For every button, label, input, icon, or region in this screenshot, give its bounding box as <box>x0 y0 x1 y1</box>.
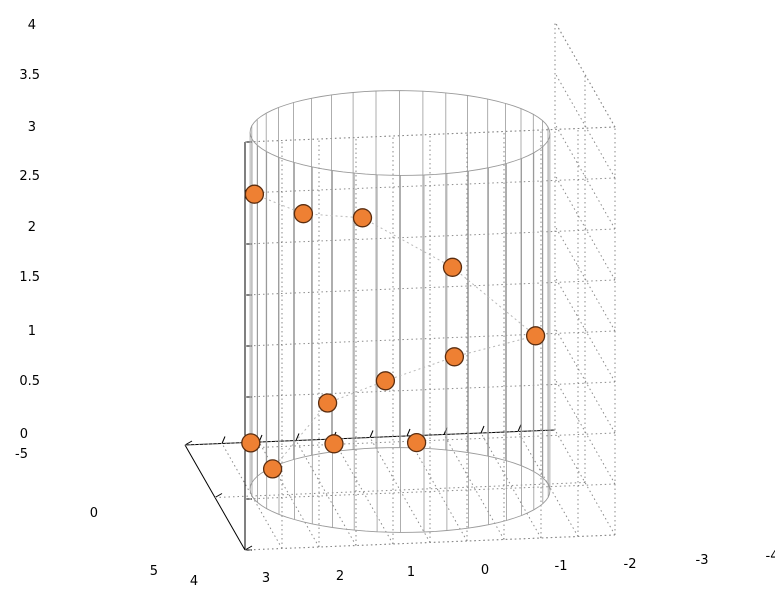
x-tick-label: 3 <box>262 571 270 586</box>
y-tick-label: -5 <box>15 447 28 462</box>
data-point <box>262 459 283 479</box>
cylinder-top-ring <box>249 90 551 176</box>
x-tick-label: 2 <box>336 569 344 584</box>
gridline <box>258 441 320 548</box>
data-point <box>244 184 265 204</box>
x-axis-tick-labels: 4 3 2 1 0 -1 -2 -3 -4 <box>190 549 775 589</box>
y-tick <box>244 545 253 551</box>
x-tick <box>517 424 522 432</box>
z-axis-tick-labels: 0 0.5 1 1.5 2 2.5 3 3.5 4 <box>19 18 40 442</box>
y-tick <box>214 493 223 498</box>
z-tick-label: 1.5 <box>19 270 40 285</box>
x-tick-label: -3 <box>696 553 709 568</box>
x-tick-label: 4 <box>190 574 198 589</box>
x-tick-label: -1 <box>555 559 568 574</box>
x-tick <box>221 436 226 444</box>
z-tick-label: 4 <box>28 18 36 33</box>
gridline <box>554 174 616 281</box>
gridline <box>184 429 556 446</box>
gridline <box>554 327 616 434</box>
y-tick <box>184 440 193 446</box>
z-tick-label: 3.5 <box>19 68 40 83</box>
gridline <box>244 126 616 143</box>
trajectory-segment <box>452 266 536 337</box>
x-tick-label: 0 <box>481 563 489 578</box>
gridline <box>332 438 394 545</box>
data-point <box>406 432 427 453</box>
x-tick <box>480 425 485 434</box>
y-axis-tick-labels: -5 0 5 <box>15 447 158 579</box>
z-tick-label: 1 <box>28 324 36 339</box>
x-tick <box>295 433 300 441</box>
gridline <box>480 432 542 539</box>
cylinder-wireframe <box>249 90 551 533</box>
data-point <box>352 208 373 228</box>
gridline <box>244 279 616 296</box>
trajectory-lines <box>254 193 536 470</box>
gridline <box>244 534 616 551</box>
z-tick-label: 0.5 <box>19 374 40 389</box>
data-point <box>293 204 314 224</box>
z-tick-label: 2 <box>28 220 36 235</box>
trajectory-segment <box>254 193 304 215</box>
data-point <box>317 393 338 413</box>
z-tick-label: 3 <box>28 120 36 135</box>
axes-box <box>184 141 556 551</box>
x-tick-label: -4 <box>766 549 775 564</box>
data-point <box>241 433 261 453</box>
data-point <box>525 326 546 346</box>
gridline <box>244 432 616 449</box>
z-tick-label: 0 <box>20 427 28 442</box>
data-points <box>241 184 546 479</box>
trajectory-segment <box>385 356 455 382</box>
x-tick-label: 1 <box>407 565 415 580</box>
y-tick-label: 5 <box>150 564 158 579</box>
data-point <box>324 434 344 454</box>
trajectory-segment <box>362 217 453 268</box>
gridlines <box>184 21 616 551</box>
x-tick-label: -2 <box>624 557 637 572</box>
data-point <box>442 257 463 277</box>
x-tick <box>369 430 374 438</box>
trajectory-segment <box>327 380 386 404</box>
trajectory-segment <box>272 402 328 470</box>
data-point <box>444 347 465 367</box>
data-point <box>375 371 396 391</box>
gridline <box>214 482 586 498</box>
x-tick <box>406 428 411 437</box>
z-tick-label: 2.5 <box>19 169 40 184</box>
trajectory-segment <box>454 335 536 358</box>
cylinder-bottom-ring <box>249 447 551 533</box>
y-tick-label: 0 <box>90 506 98 521</box>
